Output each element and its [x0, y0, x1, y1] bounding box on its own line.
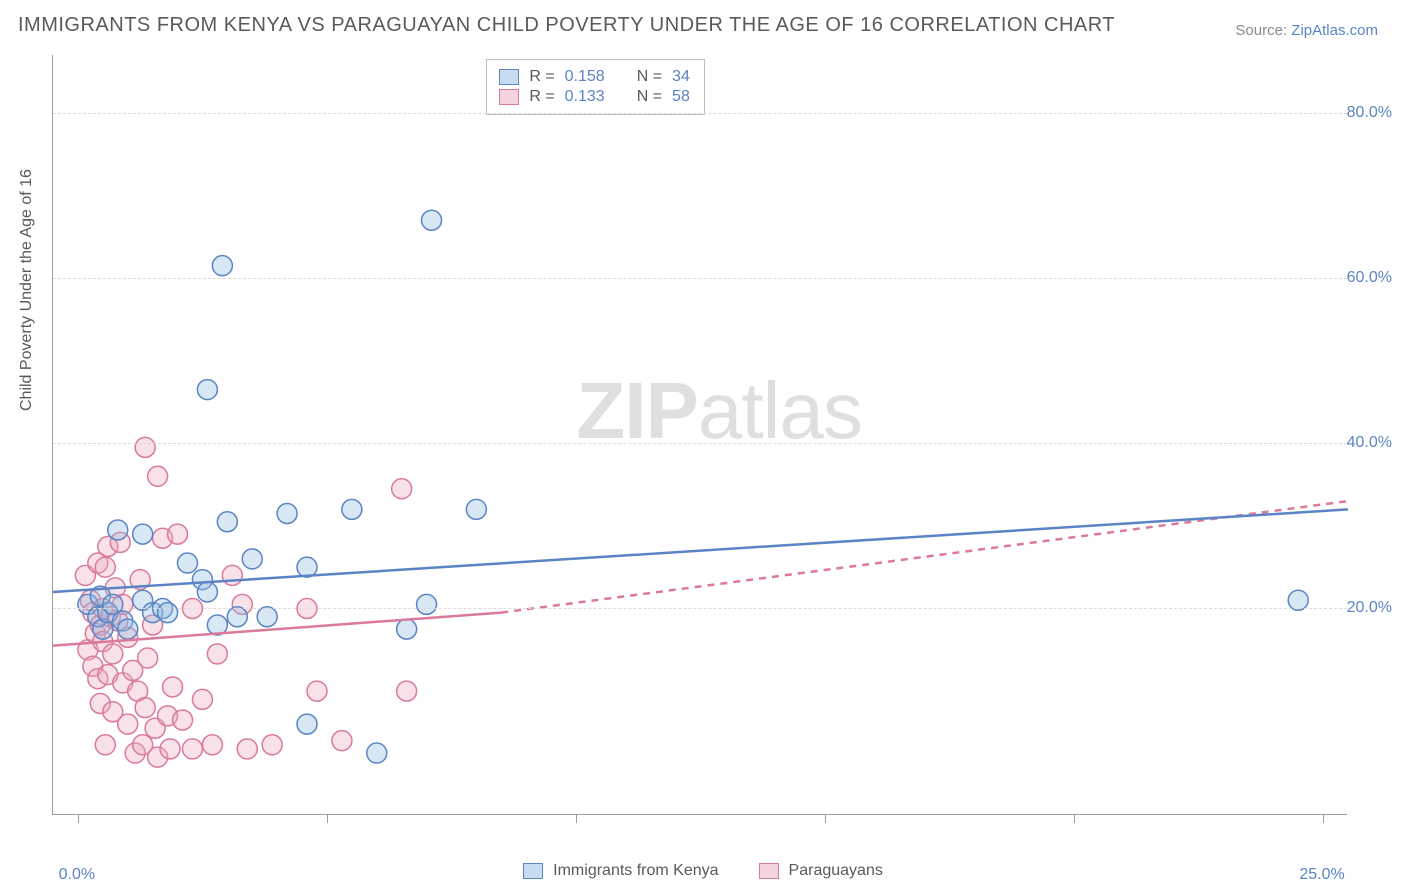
data-point	[202, 735, 222, 755]
data-point	[397, 619, 417, 639]
data-point	[163, 677, 183, 697]
data-point	[342, 499, 362, 519]
data-point	[135, 698, 155, 718]
gridline	[53, 113, 1347, 114]
legend-n-value: 58	[672, 88, 690, 106]
x-tick	[825, 814, 826, 823]
gridline	[53, 278, 1347, 279]
y-tick-label: 40.0%	[1347, 434, 1392, 452]
series-legend-label: Paraguayans	[789, 862, 883, 880]
stats-legend-row: R = 0.133 N = 58	[499, 88, 690, 106]
data-point	[177, 553, 197, 573]
data-point	[207, 644, 227, 664]
x-tick	[78, 814, 79, 823]
data-point	[108, 520, 128, 540]
data-point	[332, 731, 352, 751]
gridline	[53, 608, 1347, 609]
data-point	[158, 603, 178, 623]
legend-n-label: N =	[637, 68, 662, 86]
data-point	[417, 594, 437, 614]
data-point	[217, 512, 237, 532]
data-point	[118, 619, 138, 639]
data-point	[173, 710, 193, 730]
x-tick	[1074, 814, 1075, 823]
series-legend-item: Paraguayans	[759, 862, 883, 880]
source-link[interactable]: ZipAtlas.com	[1291, 22, 1378, 39]
legend-r-label: R =	[529, 68, 554, 86]
data-point	[242, 549, 262, 569]
legend-n-label: N =	[637, 88, 662, 106]
data-point	[148, 466, 168, 486]
chart-title: IMMIGRANTS FROM KENYA VS PARAGUAYAN CHIL…	[18, 14, 1115, 37]
data-point	[197, 582, 217, 602]
y-tick-label: 20.0%	[1347, 599, 1392, 617]
data-point	[466, 499, 486, 519]
data-point	[422, 210, 442, 230]
legend-n-value: 34	[672, 68, 690, 86]
series-legend-item: Immigrants from Kenya	[523, 862, 718, 880]
data-point	[168, 524, 188, 544]
x-tick-label: 25.0%	[1299, 866, 1344, 884]
series-legend: Immigrants from Kenya Paraguayans	[0, 862, 1406, 880]
legend-r-label: R =	[529, 88, 554, 106]
data-point	[1288, 590, 1308, 610]
data-point	[262, 735, 282, 755]
data-point	[257, 607, 277, 627]
legend-swatch	[759, 863, 779, 879]
scatter-plot-svg	[53, 55, 1347, 814]
plot-area: ZIPatlas R = 0.158N = 34R = 0.133N = 58	[52, 55, 1347, 815]
data-point	[222, 565, 242, 585]
y-tick-label: 80.0%	[1347, 104, 1392, 122]
x-tick	[576, 814, 577, 823]
gridline	[53, 443, 1347, 444]
data-point	[133, 524, 153, 544]
x-tick	[327, 814, 328, 823]
stats-legend: R = 0.158 N = 34 R = 0.133 N = 58	[486, 59, 705, 115]
legend-swatch	[499, 69, 519, 85]
data-point	[95, 735, 115, 755]
data-point	[118, 714, 138, 734]
x-tick-label: 0.0%	[59, 866, 95, 884]
y-tick-label: 60.0%	[1347, 269, 1392, 287]
data-point	[397, 681, 417, 701]
data-point	[227, 607, 247, 627]
data-point	[95, 557, 115, 577]
legend-r-value: 0.158	[565, 68, 605, 86]
data-point	[212, 256, 232, 276]
data-point	[277, 503, 297, 523]
data-point	[197, 380, 217, 400]
source-prefix: Source:	[1235, 22, 1291, 39]
data-point	[307, 681, 327, 701]
data-point	[182, 739, 202, 759]
series-legend-label: Immigrants from Kenya	[553, 862, 718, 880]
data-point	[135, 437, 155, 457]
legend-swatch	[523, 863, 543, 879]
legend-swatch	[499, 89, 519, 105]
data-point	[367, 743, 387, 763]
stats-legend-row: R = 0.158 N = 34	[499, 68, 690, 86]
y-axis-label: Child Poverty Under the Age of 16	[18, 169, 36, 411]
data-point	[237, 739, 257, 759]
legend-r-value: 0.133	[565, 88, 605, 106]
data-point	[103, 644, 123, 664]
data-point	[192, 689, 212, 709]
data-point	[392, 479, 412, 499]
data-point	[297, 714, 317, 734]
source-attribution: Source: ZipAtlas.com	[1235, 22, 1378, 39]
x-tick	[1323, 814, 1324, 823]
data-point	[138, 648, 158, 668]
data-point	[160, 739, 180, 759]
